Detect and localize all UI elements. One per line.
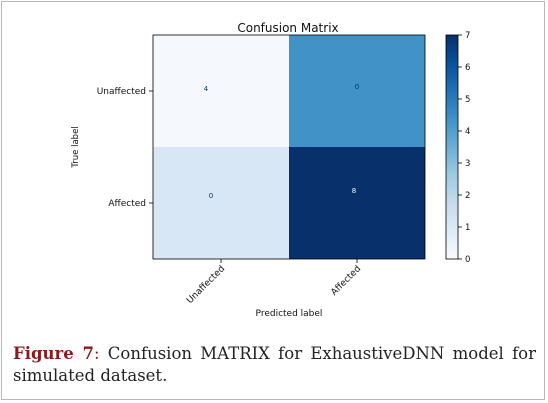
cell-value-label: 0 <box>209 192 213 200</box>
colorbar-tick-label: 2 <box>465 191 470 201</box>
chart-title: Confusion Matrix <box>237 21 338 35</box>
matrix-cell <box>289 147 425 259</box>
x-tick-label: Unaffected <box>185 264 227 306</box>
colorbar-tick-label: 4 <box>465 127 470 137</box>
colorbar-tick-label: 5 <box>465 95 470 105</box>
matrix-cell <box>289 35 425 147</box>
colorbar-tick-label: 0 <box>465 255 470 265</box>
caption-text: Confusion MATRIX for ExhaustiveDNN model… <box>13 344 537 385</box>
y-tick-label: Unaffected <box>97 87 146 97</box>
figure-colon: : <box>93 344 100 363</box>
x-tick-label: Affected <box>329 264 363 298</box>
colorbar-tick-label: 3 <box>465 159 470 169</box>
y-axis-label: True label <box>71 126 81 168</box>
cell-value-label: 0 <box>355 83 359 91</box>
figure-number: Figure 7 <box>13 344 94 363</box>
colorbar-tick-label: 7 <box>465 31 470 41</box>
y-tick-label: Affected <box>108 199 146 209</box>
colorbar-tick-label: 6 <box>465 63 470 73</box>
matrix-border <box>152 34 426 260</box>
figure-caption: Figure 7: Confusion MATRIX for Exhaustiv… <box>13 343 536 387</box>
matrix-cell <box>153 35 289 147</box>
colorbar-tick-label: 1 <box>465 223 470 233</box>
confusion-matrix-chart: Confusion Matrix 4 0 0 8 Unaffected Affected… <box>71 21 470 319</box>
cell-value-label: 4 <box>204 85 209 93</box>
colorbar <box>445 34 459 260</box>
matrix-cell <box>153 147 289 259</box>
cell-value-label: 8 <box>352 187 356 195</box>
x-axis-label: Predicted label <box>256 309 323 319</box>
